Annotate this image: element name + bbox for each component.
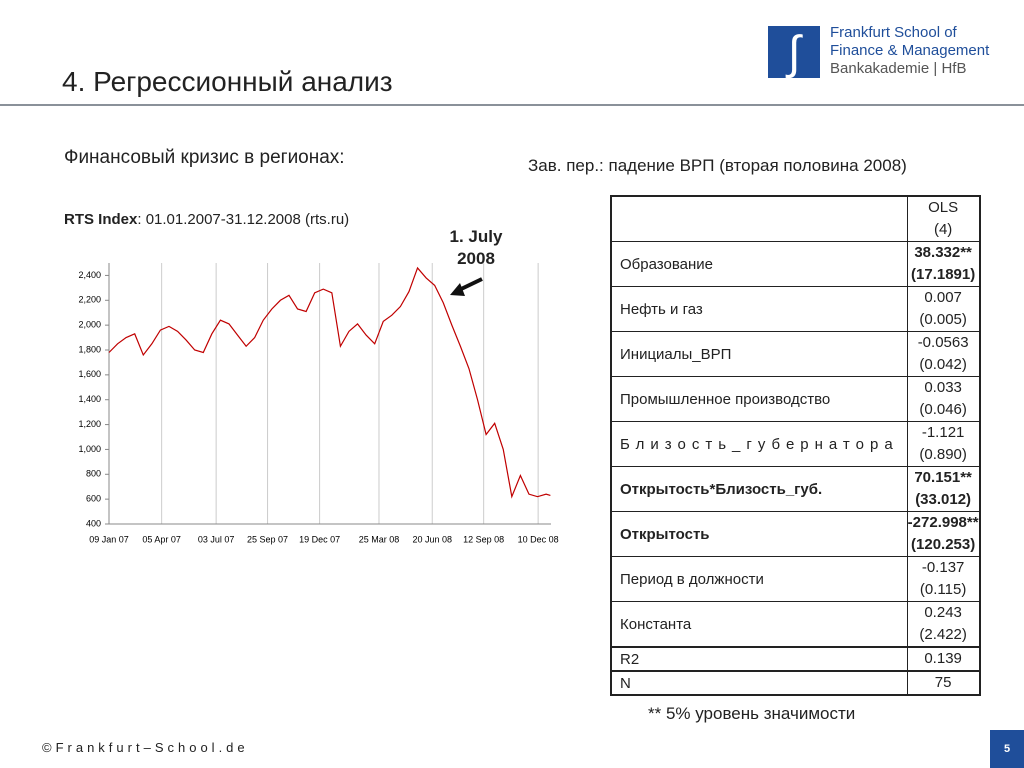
value-cell: 70.151** (33.012) — [906, 466, 981, 512]
table-row: Промышленное производство 0.033 (0.046) — [610, 376, 981, 422]
row-label: Промышленное производство — [610, 376, 908, 422]
value-cell: -0.137 (0.115) — [906, 556, 981, 602]
std-error: (0.005) — [919, 311, 967, 328]
coefficient: 0.033 — [924, 379, 962, 396]
annotation: 1. July 2008 — [449, 227, 503, 268]
y-tick-label: 600 — [86, 494, 101, 504]
title-rule — [0, 104, 1024, 106]
coefficient: -272.998** — [907, 514, 979, 531]
table-row: Инициалы_ВРП -0.0563 (0.042) — [610, 331, 981, 377]
y-tick-label: 1,400 — [78, 394, 101, 404]
y-tick-label: 2,000 — [78, 320, 101, 330]
stat-row: R2 0.139 — [610, 646, 981, 672]
y-tick-label: 1,000 — [78, 444, 101, 454]
std-error: (0.042) — [919, 356, 967, 373]
logo-mark: ∫ — [768, 26, 820, 78]
regression-table: OLS (4) Образование 38.332** (17.1891) Нефть … — [610, 195, 981, 696]
model-number: (4) — [933, 221, 953, 238]
coefficient: 0.243 — [924, 604, 962, 621]
source-text: : 01.01.2007-31.12.2008 (rts.ru) — [137, 211, 350, 228]
x-tick-label: 05 Apr 07 — [142, 534, 181, 544]
y-tick-label: 2,200 — [78, 295, 101, 305]
coefficient: 38.332** — [914, 244, 972, 261]
page-number: 5 — [990, 730, 1024, 768]
coefficient: -1.121 — [921, 424, 965, 441]
std-error: (120.253) — [911, 536, 976, 553]
x-tick-label: 25 Sep 07 — [247, 534, 288, 544]
copyright: ©Frankfurt–School.de — [42, 740, 249, 755]
row-label: Период в должности — [610, 556, 908, 602]
slide-title: 4. Регрессионный анализ — [62, 66, 393, 97]
value-cell: 0.243 (2.422) — [906, 601, 981, 648]
std-error: (0.115) — [919, 581, 967, 598]
table-row: Период в должности -0.137 (0.115) — [610, 556, 981, 602]
std-error: (0.046) — [919, 401, 967, 418]
x-tick-label: 19 Dec 07 — [299, 534, 340, 544]
x-tick-label: 25 Mar 08 — [359, 534, 400, 544]
stat-label: N — [610, 670, 908, 696]
right-heading: Зав. пер.: падение ВРП (вторая половина … — [528, 156, 907, 175]
value-cell: -272.998** (120.253) — [906, 511, 981, 557]
std-error: (0.890) — [919, 446, 967, 463]
footnote: ** 5% уровень значимости — [648, 704, 856, 723]
y-tick-label: 2,400 — [78, 270, 101, 280]
y-tick-label: 800 — [86, 469, 101, 479]
logo-line: Finance & Management — [830, 42, 990, 59]
std-error: (2.422) — [919, 626, 967, 643]
row-label: Открытость — [610, 511, 908, 557]
x-tick-label: 03 Jul 07 — [198, 534, 235, 544]
std-error: (17.1891) — [911, 266, 976, 283]
arrow-head — [450, 283, 465, 296]
y-tick-label: 1,600 — [78, 369, 101, 379]
index-line — [108, 266, 551, 499]
stat-label: R2 — [610, 646, 908, 672]
x-tick-label: 09 Jan 07 — [89, 534, 129, 544]
value-cell: 0.007 (0.005) — [906, 286, 981, 332]
logo-text: Frankfurt School of Finance & Management… — [830, 24, 989, 78]
source: RTS Index: 01.01.2007-31.12.2008 (rts.ru… — [64, 211, 349, 228]
x-tick-label: 12 Sep 08 — [463, 534, 504, 544]
std-error: (33.012) — [915, 491, 972, 508]
row-label: Близость_губернатора — [610, 421, 908, 467]
x-tick-label: 10 Dec 08 — [518, 534, 559, 544]
value-cell: -0.0563 (0.042) — [906, 331, 981, 377]
logo-line: Frankfurt School of — [830, 24, 957, 41]
table-row: Открытость*Близость_губ. 70.151** (33.012) — [610, 466, 981, 512]
row-label: Инициалы_ВРП — [610, 331, 908, 377]
value-cell: -1.121 (0.890) — [906, 421, 981, 467]
value-cell: 38.332** (17.1891) — [906, 241, 981, 287]
y-tick-label: 1,200 — [78, 419, 101, 429]
header-cell: OLS (4) — [906, 195, 981, 242]
coefficient: 70.151** — [914, 469, 972, 486]
row-label: Открытость*Близость_губ. — [610, 466, 908, 512]
coefficient: 0.007 — [924, 289, 962, 306]
table-row: Константа 0.243 (2.422) — [610, 601, 981, 648]
model-name: OLS — [928, 199, 959, 216]
stat-value: 0.139 — [906, 646, 981, 672]
row-label: Образование — [610, 241, 908, 287]
row-label: Константа — [610, 601, 908, 648]
stat-row: N 75 — [610, 670, 981, 696]
table-row: Образование 38.332** (17.1891) — [610, 241, 981, 287]
coefficient: -0.0563 — [917, 334, 969, 351]
row-label: Нефть и газ — [610, 286, 908, 332]
y-tick-label: 400 — [86, 518, 101, 528]
left-heading: Финансовый кризис в регионах: — [64, 147, 345, 168]
header-cell — [610, 195, 908, 242]
value-cell: 0.033 (0.046) — [906, 376, 981, 422]
coefficient: -0.137 — [921, 559, 965, 576]
x-tick-label: 20 Jun 08 — [412, 534, 452, 544]
y-tick-label: 1,800 — [78, 344, 101, 354]
table-row: Нефть и газ 0.007 (0.005) — [610, 286, 981, 332]
table-row: Открытость -272.998** (120.253) — [610, 511, 981, 557]
header-row: OLS (4) — [610, 195, 981, 242]
stat-value: 75 — [906, 670, 981, 696]
table-row: Близость_губернатора -1.121 (0.890) — [610, 421, 981, 467]
logo-line: Bankakademie | HfB — [830, 60, 967, 77]
source-label: RTS Index — [64, 211, 138, 228]
